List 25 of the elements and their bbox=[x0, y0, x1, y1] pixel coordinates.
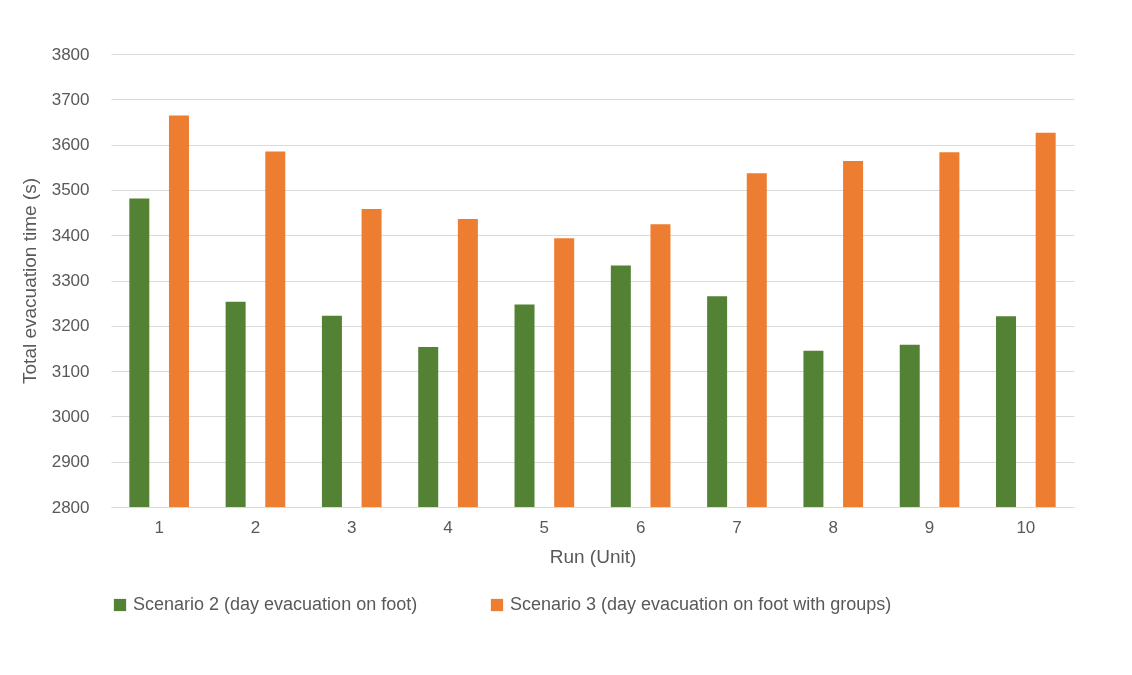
x-tick-label: 10 bbox=[1016, 517, 1036, 537]
legend-label: Scenario 2 (day evacuation on foot) bbox=[133, 594, 418, 614]
x-tick-label: 5 bbox=[539, 517, 550, 537]
x-tick-label: 4 bbox=[443, 517, 453, 537]
y-tick-label: 3300 bbox=[51, 271, 90, 290]
y-tick-label: 3000 bbox=[51, 406, 90, 426]
x-tick-label: 7 bbox=[732, 517, 742, 537]
y-tick-label: 3100 bbox=[51, 361, 90, 381]
x-tick-label: 2 bbox=[250, 517, 261, 537]
y-tick-label: 3800 bbox=[51, 44, 90, 64]
x-tick-label: 8 bbox=[828, 517, 838, 537]
y-tick-label: 3400 bbox=[51, 225, 90, 245]
x-tick-label: 1 bbox=[154, 517, 164, 537]
x-tick-label: 3 bbox=[347, 517, 357, 537]
legend-label: Scenario 3 (day evacuation on foot with groups) bbox=[510, 594, 892, 614]
y-tick-label: 2800 bbox=[51, 497, 90, 517]
y-tick-label: 3600 bbox=[51, 135, 90, 155]
x-axis-title: Run (Unit) bbox=[549, 545, 637, 567]
x-tick-label: 9 bbox=[924, 517, 935, 537]
y-axis-title: Total evacuation time (s) bbox=[18, 178, 40, 384]
y-tick-label: 3500 bbox=[51, 180, 90, 200]
y-tick-label: 3700 bbox=[51, 89, 90, 109]
y-tick-label: 3200 bbox=[51, 316, 90, 336]
x-tick-label: 6 bbox=[635, 517, 646, 537]
y-tick-label: 2900 bbox=[51, 452, 90, 472]
